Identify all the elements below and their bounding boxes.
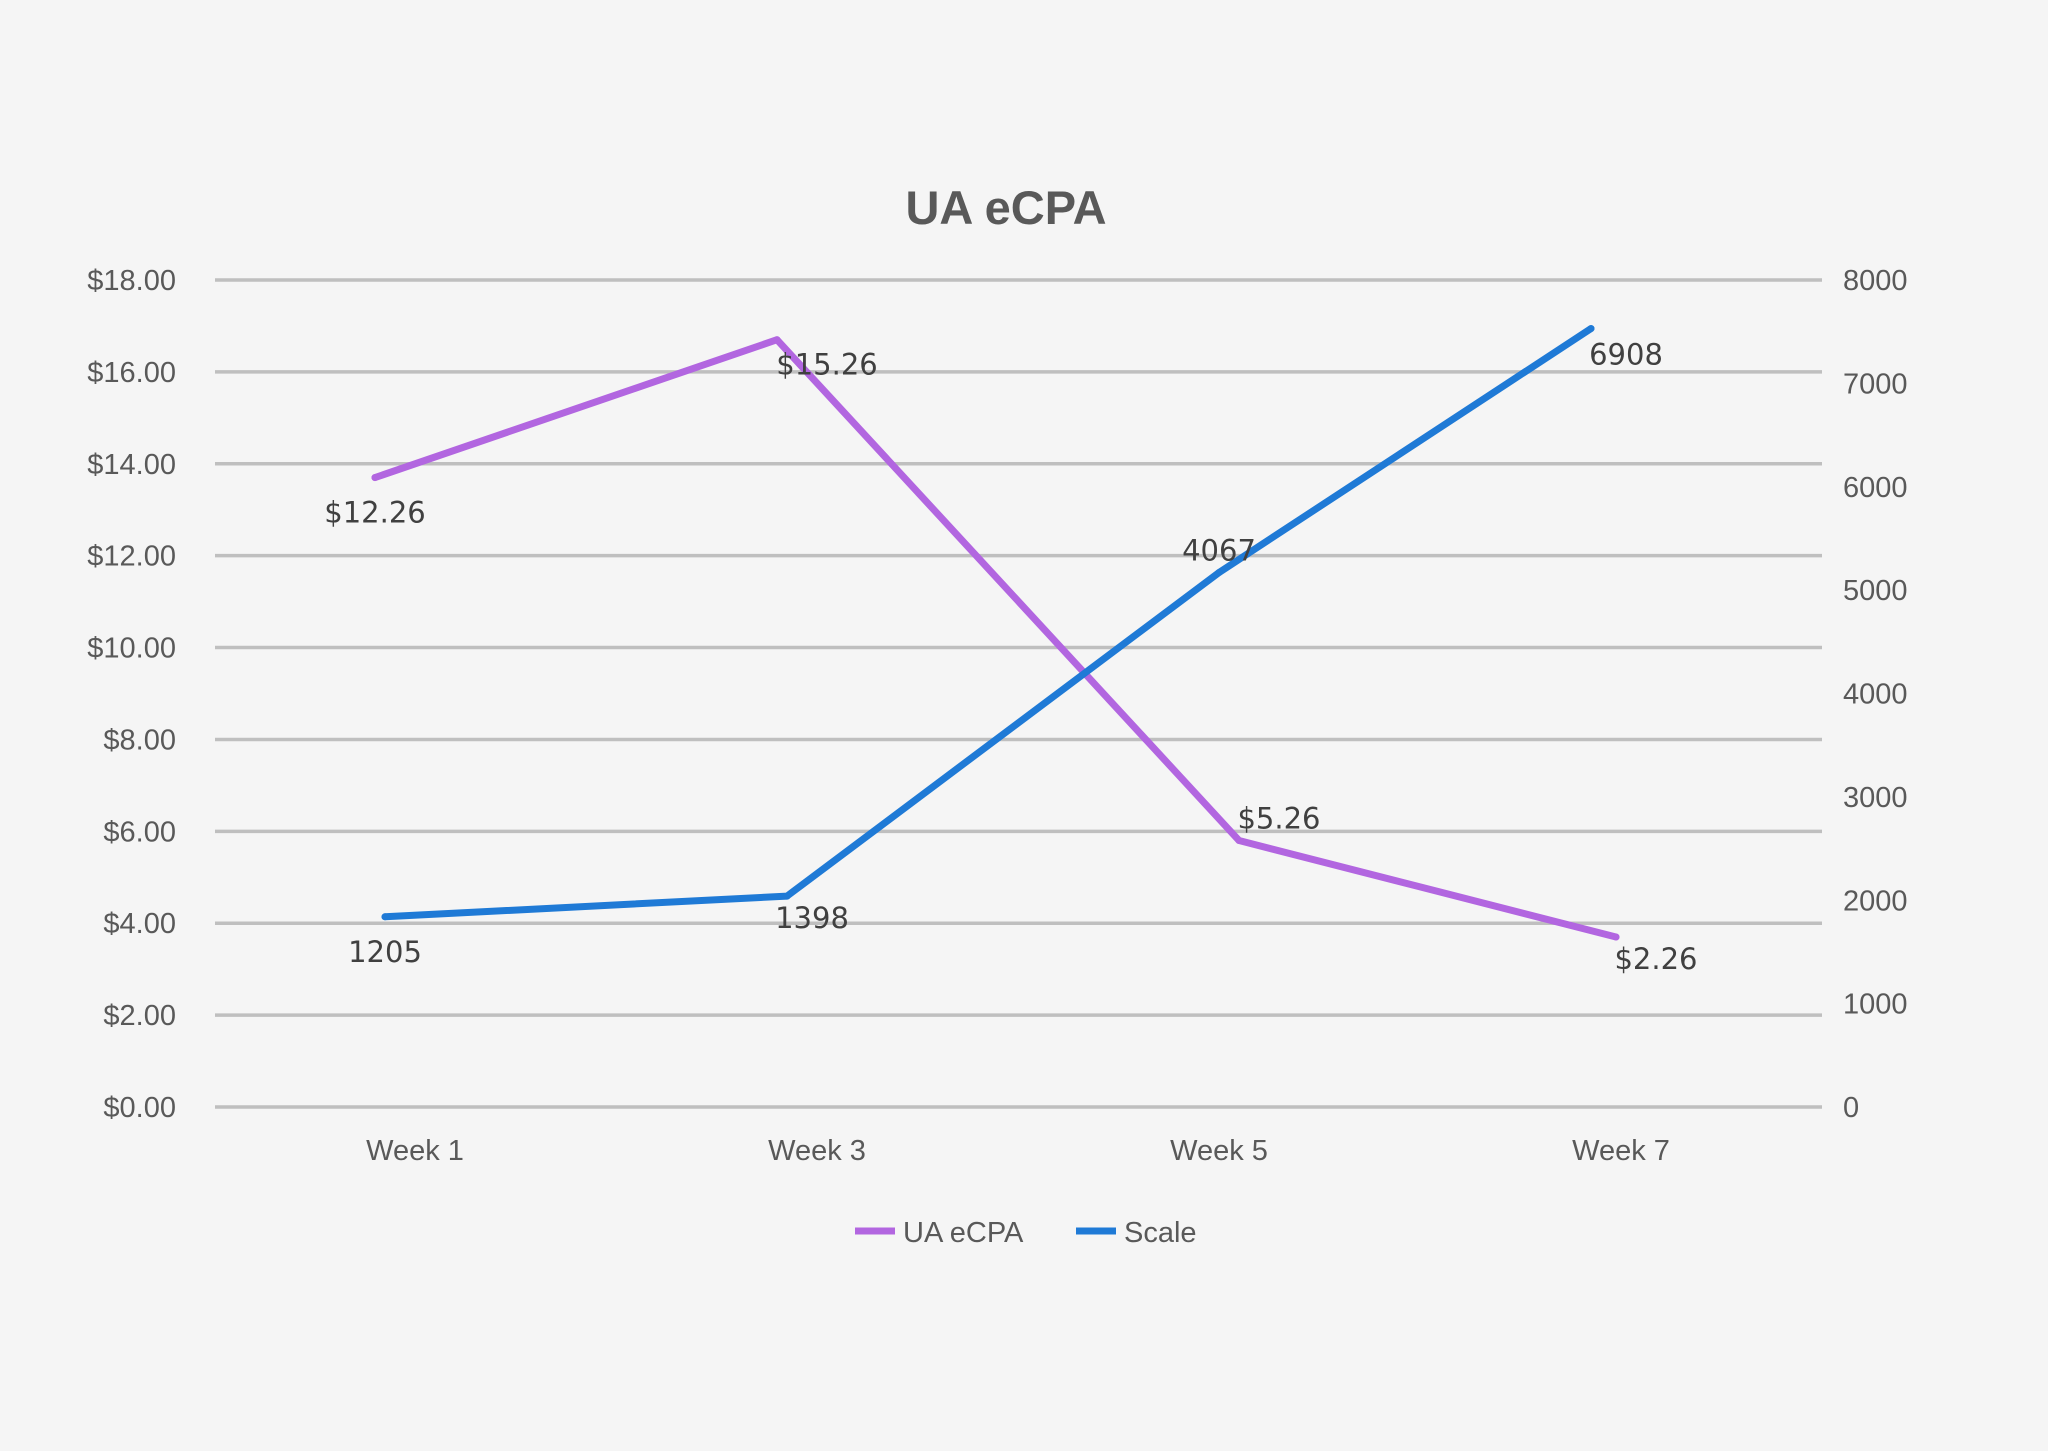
data-point bbox=[1612, 933, 1620, 941]
data-point bbox=[1215, 569, 1223, 577]
series-line-scale bbox=[381, 325, 1595, 921]
x-tick-label: Week 1 bbox=[366, 1135, 464, 1167]
data-label: $5.26 bbox=[1237, 802, 1320, 836]
data-label: 1205 bbox=[348, 935, 422, 969]
y-right-tick-label: 4000 bbox=[1843, 679, 1908, 711]
y-right-tick-label: 3000 bbox=[1843, 782, 1908, 814]
y-right-tick-label: 0 bbox=[1843, 1092, 1859, 1124]
grid-lines bbox=[215, 278, 1822, 1109]
y-left-tick-label: $18.00 bbox=[87, 265, 176, 297]
right-axis: 0 1000 2000 3000 4000 5000 6000 7000 8000 bbox=[1843, 265, 1908, 1124]
legend-label: UA eCPA bbox=[903, 1217, 1024, 1249]
x-tick-label: Week 3 bbox=[768, 1135, 866, 1167]
data-label: $12.26 bbox=[324, 496, 425, 530]
y-right-tick-label: 7000 bbox=[1843, 368, 1908, 400]
data-label: 4067 bbox=[1182, 534, 1256, 568]
y-left-tick-label: $10.00 bbox=[87, 633, 176, 665]
x-tick-label: Week 5 bbox=[1170, 1135, 1268, 1167]
series-line-ua-ecpa bbox=[371, 336, 1620, 941]
x-axis: Week 1 Week 3 Week 5 Week 7 bbox=[366, 1135, 1670, 1167]
y-left-tick-label: $0.00 bbox=[103, 1092, 176, 1124]
x-tick-label: Week 7 bbox=[1572, 1135, 1670, 1167]
data-point bbox=[1235, 837, 1243, 845]
data-label: 1398 bbox=[775, 901, 849, 935]
left-axis: $0.00 $2.00 $4.00 $6.00 $8.00 $10.00 $12.00 $14… bbox=[87, 265, 176, 1124]
y-right-tick-label: 1000 bbox=[1843, 989, 1908, 1021]
data-point bbox=[1587, 325, 1595, 333]
data-label: $15.26 bbox=[776, 348, 877, 382]
y-right-tick-label: 6000 bbox=[1843, 472, 1908, 504]
data-label: 6908 bbox=[1589, 338, 1663, 372]
data-label: $2.26 bbox=[1614, 942, 1697, 976]
y-left-tick-label: $6.00 bbox=[103, 816, 176, 848]
data-point bbox=[381, 913, 389, 921]
y-left-tick-label: $2.00 bbox=[103, 1000, 176, 1032]
y-right-tick-label: 2000 bbox=[1843, 885, 1908, 917]
y-left-tick-label: $12.00 bbox=[87, 541, 176, 573]
chart-title: UA eCPA bbox=[905, 181, 1106, 234]
series-lines bbox=[371, 325, 1620, 941]
data-labels: $12.26 $15.26 $5.26 $2.26 1205 1398 4067 6908 bbox=[324, 338, 1697, 976]
y-left-tick-label: $8.00 bbox=[103, 724, 176, 756]
data-point bbox=[371, 474, 379, 482]
y-right-tick-label: 5000 bbox=[1843, 575, 1908, 607]
y-left-tick-label: $14.00 bbox=[87, 449, 176, 481]
y-left-tick-label: $16.00 bbox=[87, 357, 176, 389]
y-right-tick-label: 8000 bbox=[1843, 265, 1908, 297]
legend-label: Scale bbox=[1124, 1217, 1197, 1249]
y-left-tick-label: $4.00 bbox=[103, 908, 176, 940]
data-point bbox=[783, 892, 791, 900]
data-point bbox=[773, 336, 781, 344]
legend: UA eCPA Scale bbox=[855, 1217, 1197, 1249]
